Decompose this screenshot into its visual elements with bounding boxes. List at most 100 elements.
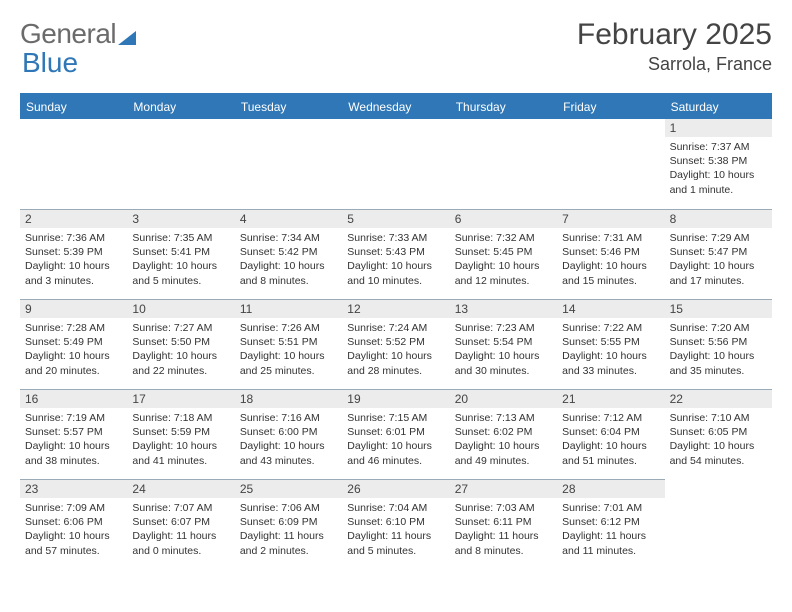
day-number: 5 [342, 210, 449, 228]
day-details: Sunrise: 7:15 AMSunset: 6:01 PMDaylight:… [342, 408, 449, 473]
day-details: Sunrise: 7:20 AMSunset: 5:56 PMDaylight:… [665, 318, 772, 383]
day-cell: 2Sunrise: 7:36 AMSunset: 5:39 PMDaylight… [20, 209, 127, 299]
day-number: 12 [342, 300, 449, 318]
dayname-header: Wednesday [342, 95, 449, 119]
day-details: Sunrise: 7:04 AMSunset: 6:10 PMDaylight:… [342, 498, 449, 563]
day-cell: 7Sunrise: 7:31 AMSunset: 5:46 PMDaylight… [557, 209, 664, 299]
day-number: 26 [342, 480, 449, 498]
day-cell: 4Sunrise: 7:34 AMSunset: 5:42 PMDaylight… [235, 209, 342, 299]
empty-cell [20, 119, 127, 209]
day-cell: 22Sunrise: 7:10 AMSunset: 6:05 PMDayligh… [665, 389, 772, 479]
day-details: Sunrise: 7:31 AMSunset: 5:46 PMDaylight:… [557, 228, 664, 293]
day-number: 17 [127, 390, 234, 408]
day-number: 27 [450, 480, 557, 498]
day-number: 16 [20, 390, 127, 408]
day-cell: 28Sunrise: 7:01 AMSunset: 6:12 PMDayligh… [557, 479, 664, 569]
day-details: Sunrise: 7:28 AMSunset: 5:49 PMDaylight:… [20, 318, 127, 383]
day-details: Sunrise: 7:10 AMSunset: 6:05 PMDaylight:… [665, 408, 772, 473]
month-title: February 2025 [577, 18, 772, 52]
day-number: 7 [557, 210, 664, 228]
day-cell: 12Sunrise: 7:24 AMSunset: 5:52 PMDayligh… [342, 299, 449, 389]
day-cell: 14Sunrise: 7:22 AMSunset: 5:55 PMDayligh… [557, 299, 664, 389]
dayname-header: Tuesday [235, 95, 342, 119]
empty-cell [127, 119, 234, 209]
location-label: Sarrola, France [577, 54, 772, 75]
day-details: Sunrise: 7:07 AMSunset: 6:07 PMDaylight:… [127, 498, 234, 563]
day-details: Sunrise: 7:29 AMSunset: 5:47 PMDaylight:… [665, 228, 772, 293]
day-cell: 5Sunrise: 7:33 AMSunset: 5:43 PMDaylight… [342, 209, 449, 299]
day-cell: 26Sunrise: 7:04 AMSunset: 6:10 PMDayligh… [342, 479, 449, 569]
dayname-header: Sunday [20, 95, 127, 119]
calendar-grid: SundayMondayTuesdayWednesdayThursdayFrid… [20, 93, 772, 569]
brand-part2: Blue [22, 47, 78, 78]
day-cell: 9Sunrise: 7:28 AMSunset: 5:49 PMDaylight… [20, 299, 127, 389]
day-number: 25 [235, 480, 342, 498]
day-cell: 3Sunrise: 7:35 AMSunset: 5:41 PMDaylight… [127, 209, 234, 299]
empty-cell [557, 119, 664, 209]
day-details: Sunrise: 7:03 AMSunset: 6:11 PMDaylight:… [450, 498, 557, 563]
day-cell: 6Sunrise: 7:32 AMSunset: 5:45 PMDaylight… [450, 209, 557, 299]
day-details: Sunrise: 7:33 AMSunset: 5:43 PMDaylight:… [342, 228, 449, 293]
day-number: 11 [235, 300, 342, 318]
day-cell: 20Sunrise: 7:13 AMSunset: 6:02 PMDayligh… [450, 389, 557, 479]
dayname-header: Thursday [450, 95, 557, 119]
day-number: 18 [235, 390, 342, 408]
day-number: 22 [665, 390, 772, 408]
day-details: Sunrise: 7:37 AMSunset: 5:38 PMDaylight:… [665, 137, 772, 202]
day-cell: 19Sunrise: 7:15 AMSunset: 6:01 PMDayligh… [342, 389, 449, 479]
day-details: Sunrise: 7:22 AMSunset: 5:55 PMDaylight:… [557, 318, 664, 383]
day-number: 3 [127, 210, 234, 228]
day-cell: 8Sunrise: 7:29 AMSunset: 5:47 PMDaylight… [665, 209, 772, 299]
day-cell: 15Sunrise: 7:20 AMSunset: 5:56 PMDayligh… [665, 299, 772, 389]
day-number: 8 [665, 210, 772, 228]
day-number: 10 [127, 300, 234, 318]
empty-cell [342, 119, 449, 209]
day-details: Sunrise: 7:36 AMSunset: 5:39 PMDaylight:… [20, 228, 127, 293]
dayname-header: Saturday [665, 95, 772, 119]
day-number: 20 [450, 390, 557, 408]
day-cell: 10Sunrise: 7:27 AMSunset: 5:50 PMDayligh… [127, 299, 234, 389]
empty-cell [235, 119, 342, 209]
day-cell: 13Sunrise: 7:23 AMSunset: 5:54 PMDayligh… [450, 299, 557, 389]
day-number: 13 [450, 300, 557, 318]
day-details: Sunrise: 7:26 AMSunset: 5:51 PMDaylight:… [235, 318, 342, 383]
day-cell: 1Sunrise: 7:37 AMSunset: 5:38 PMDaylight… [665, 119, 772, 209]
day-number: 19 [342, 390, 449, 408]
day-number: 2 [20, 210, 127, 228]
day-number: 6 [450, 210, 557, 228]
day-details: Sunrise: 7:01 AMSunset: 6:12 PMDaylight:… [557, 498, 664, 563]
sail-icon [118, 31, 136, 45]
day-details: Sunrise: 7:18 AMSunset: 5:59 PMDaylight:… [127, 408, 234, 473]
day-number: 9 [20, 300, 127, 318]
day-cell: 27Sunrise: 7:03 AMSunset: 6:11 PMDayligh… [450, 479, 557, 569]
day-details: Sunrise: 7:27 AMSunset: 5:50 PMDaylight:… [127, 318, 234, 383]
day-details: Sunrise: 7:34 AMSunset: 5:42 PMDaylight:… [235, 228, 342, 293]
day-details: Sunrise: 7:06 AMSunset: 6:09 PMDaylight:… [235, 498, 342, 563]
title-block: February 2025 Sarrola, France [577, 18, 772, 75]
day-details: Sunrise: 7:32 AMSunset: 5:45 PMDaylight:… [450, 228, 557, 293]
day-number: 15 [665, 300, 772, 318]
day-details: Sunrise: 7:09 AMSunset: 6:06 PMDaylight:… [20, 498, 127, 563]
day-number: 21 [557, 390, 664, 408]
brand-part1: General [20, 18, 116, 50]
dayname-header: Monday [127, 95, 234, 119]
day-cell: 21Sunrise: 7:12 AMSunset: 6:04 PMDayligh… [557, 389, 664, 479]
day-number: 1 [665, 119, 772, 137]
day-cell: 25Sunrise: 7:06 AMSunset: 6:09 PMDayligh… [235, 479, 342, 569]
day-cell: 24Sunrise: 7:07 AMSunset: 6:07 PMDayligh… [127, 479, 234, 569]
day-cell: 18Sunrise: 7:16 AMSunset: 6:00 PMDayligh… [235, 389, 342, 479]
day-details: Sunrise: 7:35 AMSunset: 5:41 PMDaylight:… [127, 228, 234, 293]
day-details: Sunrise: 7:12 AMSunset: 6:04 PMDaylight:… [557, 408, 664, 473]
day-number: 28 [557, 480, 664, 498]
empty-cell [450, 119, 557, 209]
day-details: Sunrise: 7:13 AMSunset: 6:02 PMDaylight:… [450, 408, 557, 473]
day-cell: 17Sunrise: 7:18 AMSunset: 5:59 PMDayligh… [127, 389, 234, 479]
dayname-header: Friday [557, 95, 664, 119]
day-cell: 11Sunrise: 7:26 AMSunset: 5:51 PMDayligh… [235, 299, 342, 389]
day-number: 14 [557, 300, 664, 318]
day-cell: 23Sunrise: 7:09 AMSunset: 6:06 PMDayligh… [20, 479, 127, 569]
day-details: Sunrise: 7:19 AMSunset: 5:57 PMDaylight:… [20, 408, 127, 473]
day-number: 4 [235, 210, 342, 228]
day-number: 23 [20, 480, 127, 498]
brand-logo: General [20, 18, 137, 50]
